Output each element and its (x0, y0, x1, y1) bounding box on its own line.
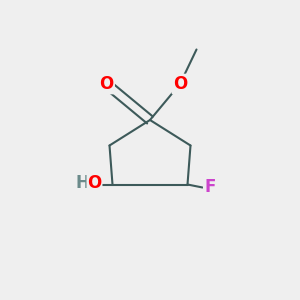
Text: O: O (99, 75, 114, 93)
Text: H: H (76, 174, 89, 192)
Text: O: O (87, 174, 102, 192)
Text: F: F (204, 178, 216, 196)
Text: O: O (173, 75, 187, 93)
Text: -: - (86, 174, 93, 192)
